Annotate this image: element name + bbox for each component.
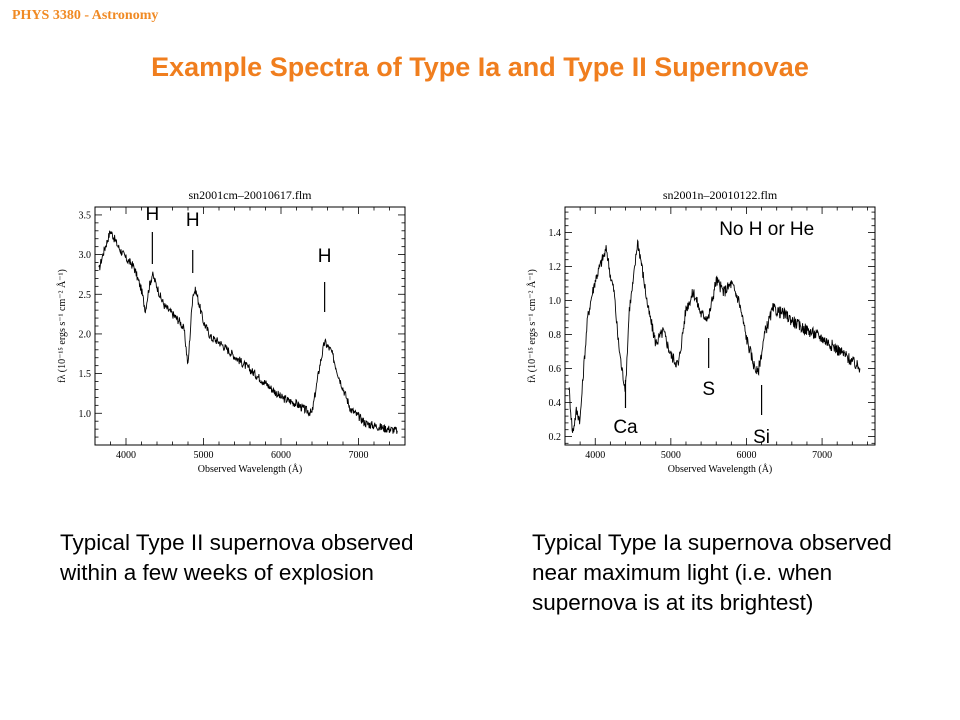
y-tick-label: 1.5: [79, 369, 92, 380]
plot-frame: [94, 206, 406, 446]
x-tick-label: 6000: [271, 450, 291, 461]
x-tick-label: 7000: [349, 450, 369, 461]
x-axis-label: Observed Wavelength (Å): [668, 463, 773, 475]
y-tick-label: 3.0: [79, 250, 92, 261]
annotation-label: No H or He: [719, 219, 814, 240]
y-axis-label: fλ (10⁻¹⁵ ergs s⁻¹ cm⁻² Å⁻¹): [526, 269, 538, 383]
x-tick-label: 4000: [116, 450, 136, 461]
x-axis-label: Observed Wavelength (Å): [198, 463, 303, 475]
annotation-label: Ca: [613, 417, 638, 438]
y-tick-label: 2.0: [79, 329, 92, 340]
y-tick-label: 1.0: [79, 409, 92, 420]
course-label: PHYS 3380 - Astronomy: [12, 8, 159, 23]
y-tick-label: 0.4: [549, 398, 562, 409]
slide-title: Example Spectra of Type Ia and Type II S…: [151, 52, 809, 82]
y-tick-label: 3.5: [79, 210, 92, 221]
y-tick-label: 1.2: [549, 262, 562, 273]
type-ia-caption: Typical Type Ia supernova observed near …: [532, 530, 892, 615]
x-tick-label: 6000: [736, 450, 756, 461]
annotation-label: S: [702, 379, 715, 400]
y-tick-label: 1.0: [549, 296, 562, 307]
annotation-label: Si: [753, 427, 770, 448]
annotation-label: H: [318, 246, 332, 267]
annotation-label: H: [145, 204, 159, 225]
type-ia-spectrum-chart: sn2001n–20010122.flm 4000 5000 6000 7000 Obse…: [526, 188, 876, 475]
x-tick-label: 5000: [194, 450, 214, 461]
type-ii-caption: Typical Type II supernova observed withi…: [60, 530, 414, 585]
y-tick-label: 1.4: [549, 228, 562, 239]
x-tick-label: 5000: [661, 450, 681, 461]
y-tick-label: 0.6: [549, 364, 562, 375]
chart-title: sn2001n–20010122.flm: [663, 188, 778, 202]
spectrum-line: [568, 238, 861, 433]
y-tick-label: 2.5: [79, 290, 92, 301]
x-tick-label: 7000: [812, 450, 832, 461]
annotation-label: H: [186, 210, 200, 231]
x-tick-label: 4000: [585, 450, 605, 461]
type-ii-spectrum-chart: sn2001cm–20010617.flm 4000 5000 6000 7000 Obs…: [56, 188, 406, 475]
y-tick-label: 0.8: [549, 330, 562, 341]
y-axis-label: fλ (10⁻¹⁵ ergs s⁻¹ cm⁻² Å⁻¹): [56, 269, 68, 383]
chart-title: sn2001cm–20010617.flm: [189, 188, 313, 202]
y-tick-label: 0.2: [549, 432, 562, 443]
plot-frame: [564, 206, 876, 446]
spectrum-line: [98, 230, 398, 434]
